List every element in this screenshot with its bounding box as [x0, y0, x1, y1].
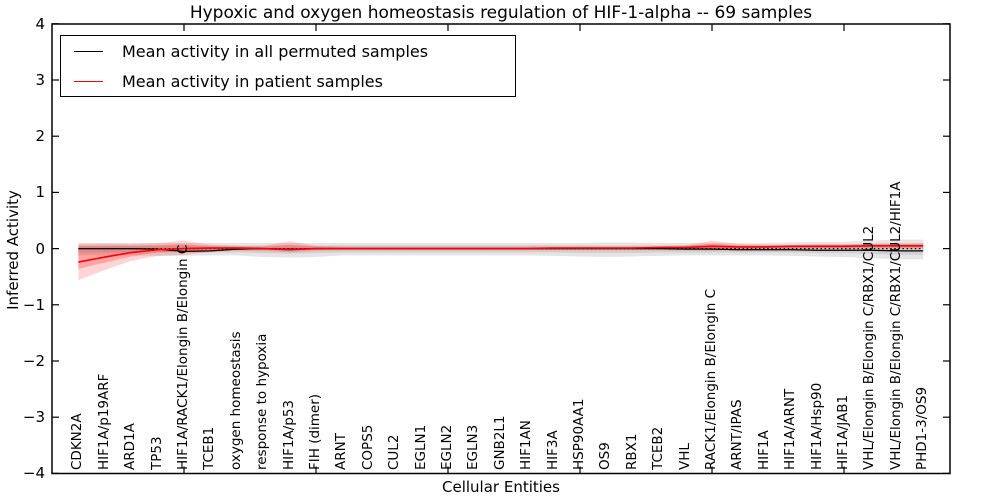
x-category-label: oxygen homeostasis — [227, 331, 244, 471]
x-category-label: ARNT/IPAS — [729, 399, 746, 470]
x-category-label: TP53 — [148, 436, 165, 470]
x-category-label: HSP90AA1 — [571, 398, 587, 470]
legend-item-permuted: Mean activity in all permuted samples — [61, 42, 515, 61]
x-axis-label: Cellular Entities — [442, 478, 560, 496]
y-tick-label: 2 — [35, 127, 45, 146]
x-category-label: VHL — [676, 443, 693, 470]
x-category-label: HIF1A/p53 — [280, 399, 297, 470]
x-category-label: PHD1-3/OS9 — [914, 386, 931, 470]
x-category-label: RACK1/Elongin B/Elongin C — [703, 288, 719, 470]
legend-item-patient: Mean activity in patient samples — [61, 72, 515, 91]
x-category-label: RBX1 — [623, 433, 640, 470]
legend-label-patient: Mean activity in patient samples — [122, 71, 383, 91]
y-tick-label: 3 — [35, 71, 45, 89]
x-category-label: EGLN3 — [465, 424, 482, 470]
x-category-label: EGLN1 — [412, 424, 429, 470]
y-tick-label: −4 — [22, 464, 45, 483]
legend: Mean activity in all permuted samples Me… — [60, 35, 516, 97]
x-category-label: TCEB2 — [650, 426, 667, 470]
x-category-label: HIF1A — [755, 430, 772, 470]
band-patient-outer — [78, 240, 924, 281]
x-category-label: ARNT — [333, 433, 350, 470]
chart-title: Hypoxic and oxygen homeostasis regulatio… — [189, 3, 813, 23]
x-category-label: FIH (dimer) — [307, 393, 323, 470]
x-category-label: VHL/Elongin B/Elongin C/RBX1/CUL2/HIF1A — [887, 181, 904, 470]
x-category-label: OS9 — [597, 442, 614, 470]
x-category-label: response to hypoxia — [254, 333, 271, 470]
x-category-label: GNB2L1 — [491, 415, 508, 470]
permuted-line-swatch — [74, 50, 103, 52]
x-category-label: VHL/Elongin B/Elongin C/RBX1/CUL2 — [861, 225, 878, 470]
y-tick-label: −2 — [22, 352, 45, 370]
x-category-label: TCEB1 — [201, 426, 218, 470]
x-category-label: HIF3A — [544, 430, 561, 470]
legend-label-permuted: Mean activity in all permuted samples — [122, 41, 429, 61]
y-tick-label: 0 — [35, 239, 45, 258]
y-tick-label: 4 — [35, 14, 45, 33]
y-tick-label: 1 — [35, 183, 45, 202]
x-category-label: HIF1AN — [518, 420, 535, 470]
x-category-label: HIF1A/ARNT — [782, 388, 799, 470]
x-category-label: COPS5 — [359, 424, 376, 470]
band-permuted-outer — [78, 239, 924, 260]
x-category-label: HIF1A/Hsp90 — [808, 382, 825, 470]
y-tick-label: −1 — [22, 295, 45, 314]
patient-mean-line — [78, 244, 924, 263]
x-category-label: CUL2 — [386, 434, 403, 470]
patient-line-swatch — [74, 80, 103, 82]
x-category-label: HIF1A/p19ARF — [95, 373, 112, 470]
x-category-label: HIF1A/RACK1/Elongin B/Elongin C — [175, 244, 191, 470]
x-category-label: CDKN2A — [69, 413, 86, 470]
y-tick-label: −3 — [22, 408, 45, 427]
x-category-label: ARD1A — [122, 423, 139, 470]
x-category-label: EGLN2 — [439, 424, 455, 470]
x-category-label: HIF1A/JAB1 — [835, 394, 851, 470]
